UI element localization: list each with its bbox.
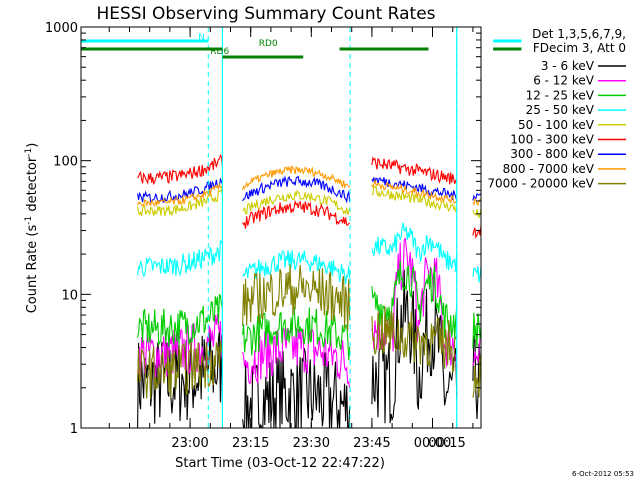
x-tick-label: 23:45 — [353, 436, 390, 451]
series-line-5-seg-1 — [242, 199, 350, 229]
x-tick-label: 23:00 — [171, 436, 208, 451]
series-line-8-seg-3 — [472, 355, 481, 398]
plot-area: N RD0 RD6 — [80, 26, 522, 429]
series-line-4-seg-2 — [371, 185, 458, 213]
x-tick-label: 00:00 — [414, 436, 451, 451]
legend-header-line-1: Det 1,3,5,6,7,9, — [532, 27, 626, 41]
series-line-5-seg-2 — [371, 156, 458, 185]
series-line-2-seg-2 — [371, 260, 458, 339]
series-line-4-seg-0 — [137, 188, 223, 217]
series-line-0-seg-1 — [242, 348, 351, 428]
series-line-4-seg-1 — [242, 189, 351, 215]
legend-label-7: 800 - 7000 keV — [503, 162, 595, 176]
flag-label-N: N — [198, 33, 205, 43]
series-line-1-seg-1 — [242, 322, 351, 389]
legend-header-line-2: FDecim 3, Att 0 — [533, 41, 626, 55]
series-line-2-seg-0 — [137, 293, 223, 348]
flag-label-RD0: RD0 — [259, 39, 278, 49]
legend-label-2: 12 - 25 keV — [526, 88, 595, 102]
series-line-7-seg-2 — [371, 178, 457, 204]
series-group — [137, 27, 481, 428]
series-line-5-seg-0 — [137, 154, 223, 186]
x-axis-label: Start Time (03-Oct-12 22:47:22) — [175, 456, 385, 471]
flag-label-RD6: RD6 — [210, 47, 229, 57]
y-tick-label: 10 — [61, 288, 78, 303]
legend-label-0: 3 - 6 keV — [541, 59, 595, 73]
chart-title: HESSI Observing Summary Count Rates — [96, 4, 435, 24]
series-line-3-seg-2 — [371, 222, 458, 273]
series-line-3-seg-1 — [242, 250, 351, 285]
series-line-0-seg-2 — [371, 269, 458, 424]
legend-label-4: 50 - 100 keV — [518, 118, 595, 132]
series-line-3-seg-0 — [137, 239, 223, 277]
y-tick-label: 100 — [53, 155, 78, 170]
series-line-4-seg-3 — [472, 207, 481, 219]
y-tick-label: 1000 — [45, 21, 78, 36]
x-tick-label: 23:15 — [232, 436, 269, 451]
series-line-8-seg-1 — [242, 264, 351, 331]
series-line-7-seg-0 — [137, 183, 223, 207]
legend-label-1: 6 - 12 keV — [533, 74, 595, 88]
series-line-3-seg-3 — [472, 266, 481, 283]
x-tick-label: 00:15 — [428, 436, 465, 451]
legend-label-3: 25 - 50 keV — [526, 103, 595, 117]
x-tick-label: 23:30 — [293, 436, 330, 451]
axis-ticks: 1 10 100 1000 23:00 23:15 23:30 23:45 00:0000:15 — [45, 21, 481, 451]
series-line-7-seg-1 — [242, 164, 351, 191]
series-line-8-seg-0 — [137, 339, 223, 400]
legend-label-8: 7000 - 20000 keV — [487, 177, 594, 191]
legend-label-6: 300 - 800 keV — [510, 147, 594, 161]
y-tick-label: 1 — [70, 422, 78, 437]
series-line-8-seg-2 — [371, 305, 458, 374]
legend: Det 1,3,5,6,7,9, FDecim 3, Att 0 3 - 6 k… — [487, 27, 626, 191]
y-axis-label: Count Rate (s-1 detector-1) — [24, 143, 40, 314]
footer-date: 6-Oct-2012 05:53 — [572, 470, 634, 478]
axes-frame — [80, 26, 482, 429]
legend-label-5: 100 - 300 keV — [510, 133, 594, 147]
series-line-6-seg-1 — [242, 175, 351, 204]
